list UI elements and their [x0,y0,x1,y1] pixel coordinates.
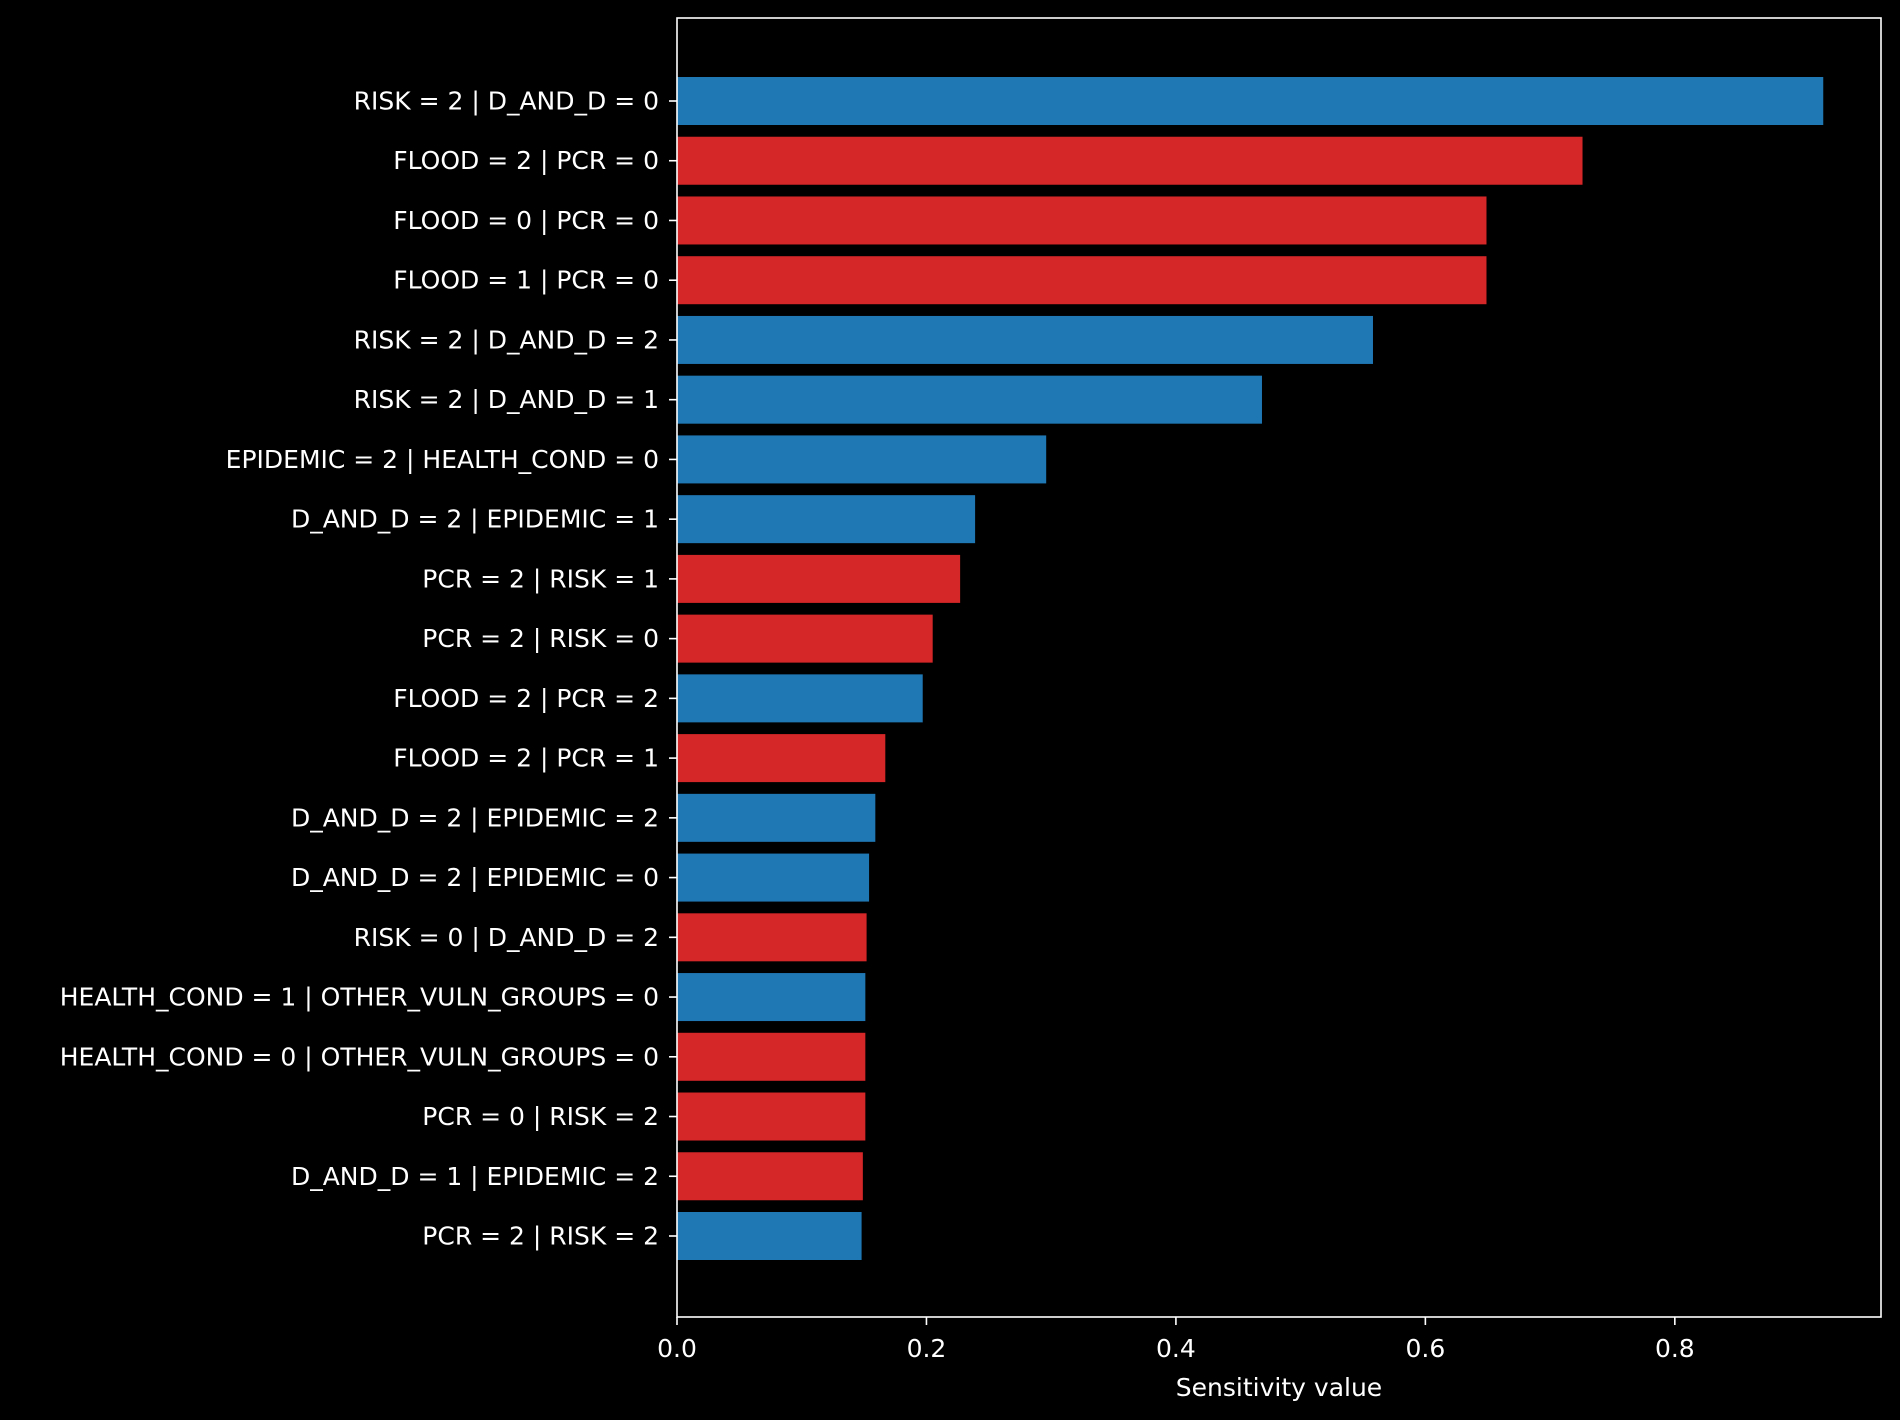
bar-10 [677,614,933,663]
category-label-5: RISK = 2 | D_AND_D = 2 [354,325,659,354]
bar-7 [677,435,1047,484]
x-axis-label: Sensitivity value [1176,1373,1382,1402]
bar-12 [677,734,886,783]
category-label-20: PCR = 2 | RISK = 2 [422,1222,659,1251]
bar-17 [677,1032,866,1081]
bar-5 [677,315,1373,364]
bar-18 [677,1092,866,1141]
category-label-7: EPIDEMIC = 2 | HEALTH_COND = 0 [226,445,659,474]
x-tick-label-2: 0.2 [907,1334,947,1363]
bar-4 [677,256,1487,305]
category-label-16: HEALTH_COND = 1 | OTHER_VULN_GROUPS = 0 [60,983,659,1012]
category-label-11: FLOOD = 2 | PCR = 2 [393,684,659,713]
bar-9 [677,554,961,603]
category-label-19: D_AND_D = 1 | EPIDEMIC = 2 [291,1162,659,1191]
category-label-13: D_AND_D = 2 | EPIDEMIC = 2 [291,803,659,832]
bar-2 [677,136,1583,185]
bar-20 [677,1212,862,1260]
bars-group [677,77,1824,1260]
bar-19 [677,1152,863,1201]
bar-6 [677,375,1262,424]
category-label-2: FLOOD = 2 | PCR = 0 [393,146,659,175]
category-label-15: RISK = 0 | D_AND_D = 2 [354,923,659,952]
bar-11 [677,674,923,723]
category-label-17: HEALTH_COND = 0 | OTHER_VULN_GROUPS = 0 [60,1042,659,1071]
x-tick-label-5: 0.8 [1655,1334,1695,1363]
category-label-18: PCR = 0 | RISK = 2 [422,1102,659,1131]
category-label-10: PCR = 2 | RISK = 0 [422,624,659,653]
bar-1 [677,77,1824,125]
category-label-3: FLOOD = 0 | PCR = 0 [393,206,659,235]
x-ticks-group: 0.0 0.2 0.4 0.6 0.8 [657,1317,1695,1363]
category-label-9: PCR = 2 | RISK = 1 [422,564,659,593]
category-label-14: D_AND_D = 2 | EPIDEMIC = 0 [291,863,659,892]
bar-15 [677,913,867,962]
x-tick-label-4: 0.6 [1405,1334,1445,1363]
bar-14 [677,853,870,902]
bar-8 [677,495,976,544]
category-label-8: D_AND_D = 2 | EPIDEMIC = 1 [291,505,659,534]
bar-13 [677,793,876,842]
bar-16 [677,973,866,1022]
category-labels-group: RISK = 2 | D_AND_D = 0 FLOOD = 2 | PCR = … [60,87,677,1251]
category-label-1: RISK = 2 | D_AND_D = 0 [354,87,659,116]
bar-3 [677,196,1487,245]
x-tick-label-1: 0.0 [657,1334,697,1363]
category-label-12: FLOOD = 2 | PCR = 1 [393,744,659,773]
plot-frame [676,17,1882,1318]
category-label-4: FLOOD = 1 | PCR = 0 [393,266,659,295]
x-tick-label-3: 0.4 [1156,1334,1196,1363]
category-label-6: RISK = 2 | D_AND_D = 1 [354,385,659,414]
